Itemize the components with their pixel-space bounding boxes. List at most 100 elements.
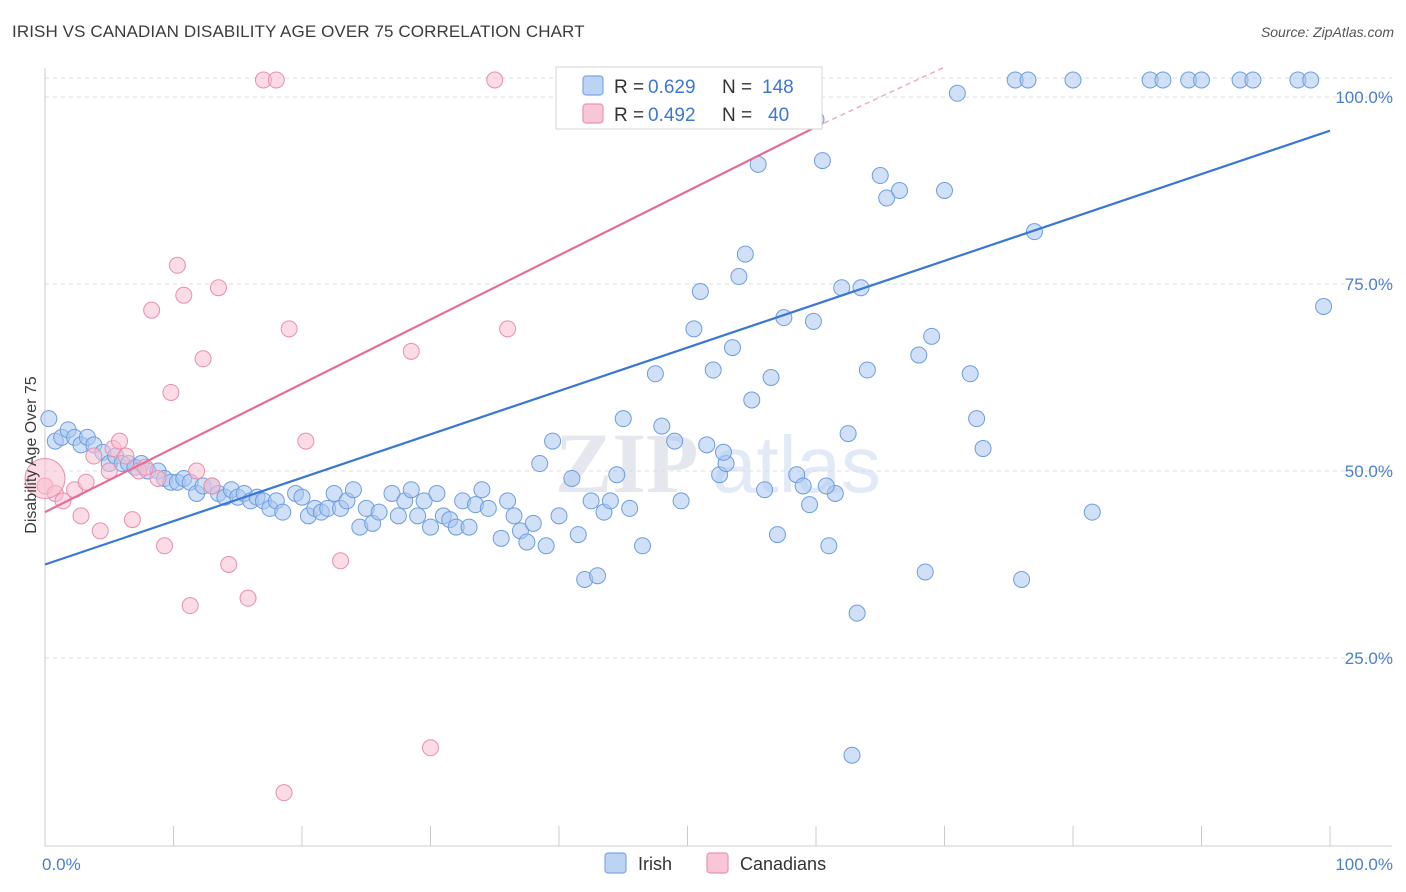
irish-point	[344, 481, 362, 499]
canadians-point	[275, 784, 293, 802]
canadians-swatch	[582, 103, 604, 124]
canadians-point	[194, 350, 212, 368]
watermark-zip: ZIP	[555, 415, 698, 511]
irish-point	[531, 455, 549, 473]
irish-r-label: R =	[614, 77, 644, 98]
irish-point	[974, 440, 992, 458]
irish-trend-line	[44, 129, 1331, 566]
y-axis-label: Disability Age Over 75	[23, 376, 40, 534]
irish-point	[768, 526, 786, 544]
irish-point	[1193, 71, 1210, 89]
irish-point	[666, 432, 684, 450]
x-tick-label: 100.0%	[1335, 855, 1393, 874]
irish-point	[383, 484, 401, 502]
irish-point	[1013, 570, 1031, 588]
canadians-point	[72, 507, 90, 525]
irish-point	[40, 410, 58, 428]
irish-point	[1315, 297, 1333, 315]
irish-point	[691, 282, 709, 300]
irish-point	[910, 346, 928, 364]
canadians-point	[111, 432, 129, 450]
irish-point	[402, 481, 420, 499]
irish-r-value: 0.629	[648, 77, 696, 98]
canadians-point	[162, 383, 180, 401]
canadians-point	[220, 556, 238, 573]
canadians-point	[422, 739, 439, 757]
canadians-point	[24, 457, 66, 499]
irish-point	[936, 182, 953, 199]
legend-irish-swatch	[604, 852, 627, 874]
canadians-point	[149, 469, 167, 487]
irish-point	[698, 436, 716, 454]
x-tick-label: 0.0%	[42, 855, 81, 874]
legend-canadians-label: Canadians	[740, 854, 826, 874]
irish-point	[672, 492, 690, 510]
canadians-point	[209, 279, 227, 297]
irish-point	[848, 604, 866, 622]
canadians-point	[175, 286, 193, 304]
irish-point	[569, 526, 587, 544]
canadians-point	[156, 537, 174, 555]
irish-point	[817, 477, 835, 495]
irish-point	[1019, 71, 1037, 89]
canadians-point	[91, 522, 109, 540]
irish-point	[544, 432, 562, 450]
irish-point	[813, 152, 831, 170]
irish-point	[524, 514, 542, 532]
canadians-points	[24, 71, 517, 802]
canadians-point	[117, 447, 135, 465]
legend-irish-label: Irish	[638, 854, 672, 874]
irish-point	[274, 503, 292, 521]
canadians-point	[77, 473, 95, 491]
irish-point	[653, 417, 671, 435]
irish-point	[1083, 503, 1101, 521]
irish-swatch	[582, 75, 604, 96]
irish-point	[589, 567, 607, 585]
irish-point	[621, 499, 639, 517]
irish-point	[409, 507, 427, 525]
irish-point	[839, 425, 857, 443]
irish-point	[736, 245, 754, 263]
irish-point	[389, 507, 407, 525]
irish-point	[756, 481, 774, 499]
y-tick-label: 75.0%	[1345, 275, 1393, 294]
irish-point	[923, 327, 941, 345]
irish-point	[646, 365, 664, 383]
irish-point	[820, 537, 838, 555]
irish-n-value: 148	[762, 77, 794, 98]
canadians-point	[486, 71, 504, 89]
canadians-point	[239, 589, 257, 607]
irish-point	[762, 369, 780, 386]
irish-point	[858, 361, 876, 379]
canadians-trend-extension	[815, 66, 945, 128]
series-legend: Irish Canadians	[604, 852, 826, 874]
canadians-point	[402, 342, 420, 360]
irish-point	[460, 518, 478, 536]
source-label: Source: ZipAtlas.com	[1260, 24, 1394, 40]
irish-point	[370, 503, 388, 521]
canadians-r-value: 0.492	[648, 105, 696, 126]
canadians-point	[123, 511, 141, 529]
irish-point	[794, 477, 812, 495]
irish-n-label: N =	[722, 77, 752, 98]
irish-points	[40, 71, 1333, 764]
canadians-point	[267, 71, 285, 89]
irish-point	[422, 518, 439, 536]
irish-point	[550, 507, 568, 525]
canadians-r-label: R =	[614, 105, 644, 126]
irish-point	[948, 84, 966, 102]
canadians-point	[85, 447, 103, 465]
irish-point	[968, 410, 986, 428]
irish-point	[1025, 223, 1043, 241]
irish-point	[916, 563, 934, 581]
canadians-point	[188, 462, 206, 480]
irish-point	[518, 533, 536, 551]
irish-point	[293, 488, 311, 506]
irish-point	[801, 496, 819, 514]
irish-point	[891, 182, 909, 199]
chart-title: IRISH VS CANADIAN DISABILITY AGE OVER 75…	[12, 22, 585, 41]
canadians-point	[168, 256, 186, 274]
legend-canadians-swatch	[706, 852, 729, 874]
irish-point	[325, 484, 343, 502]
